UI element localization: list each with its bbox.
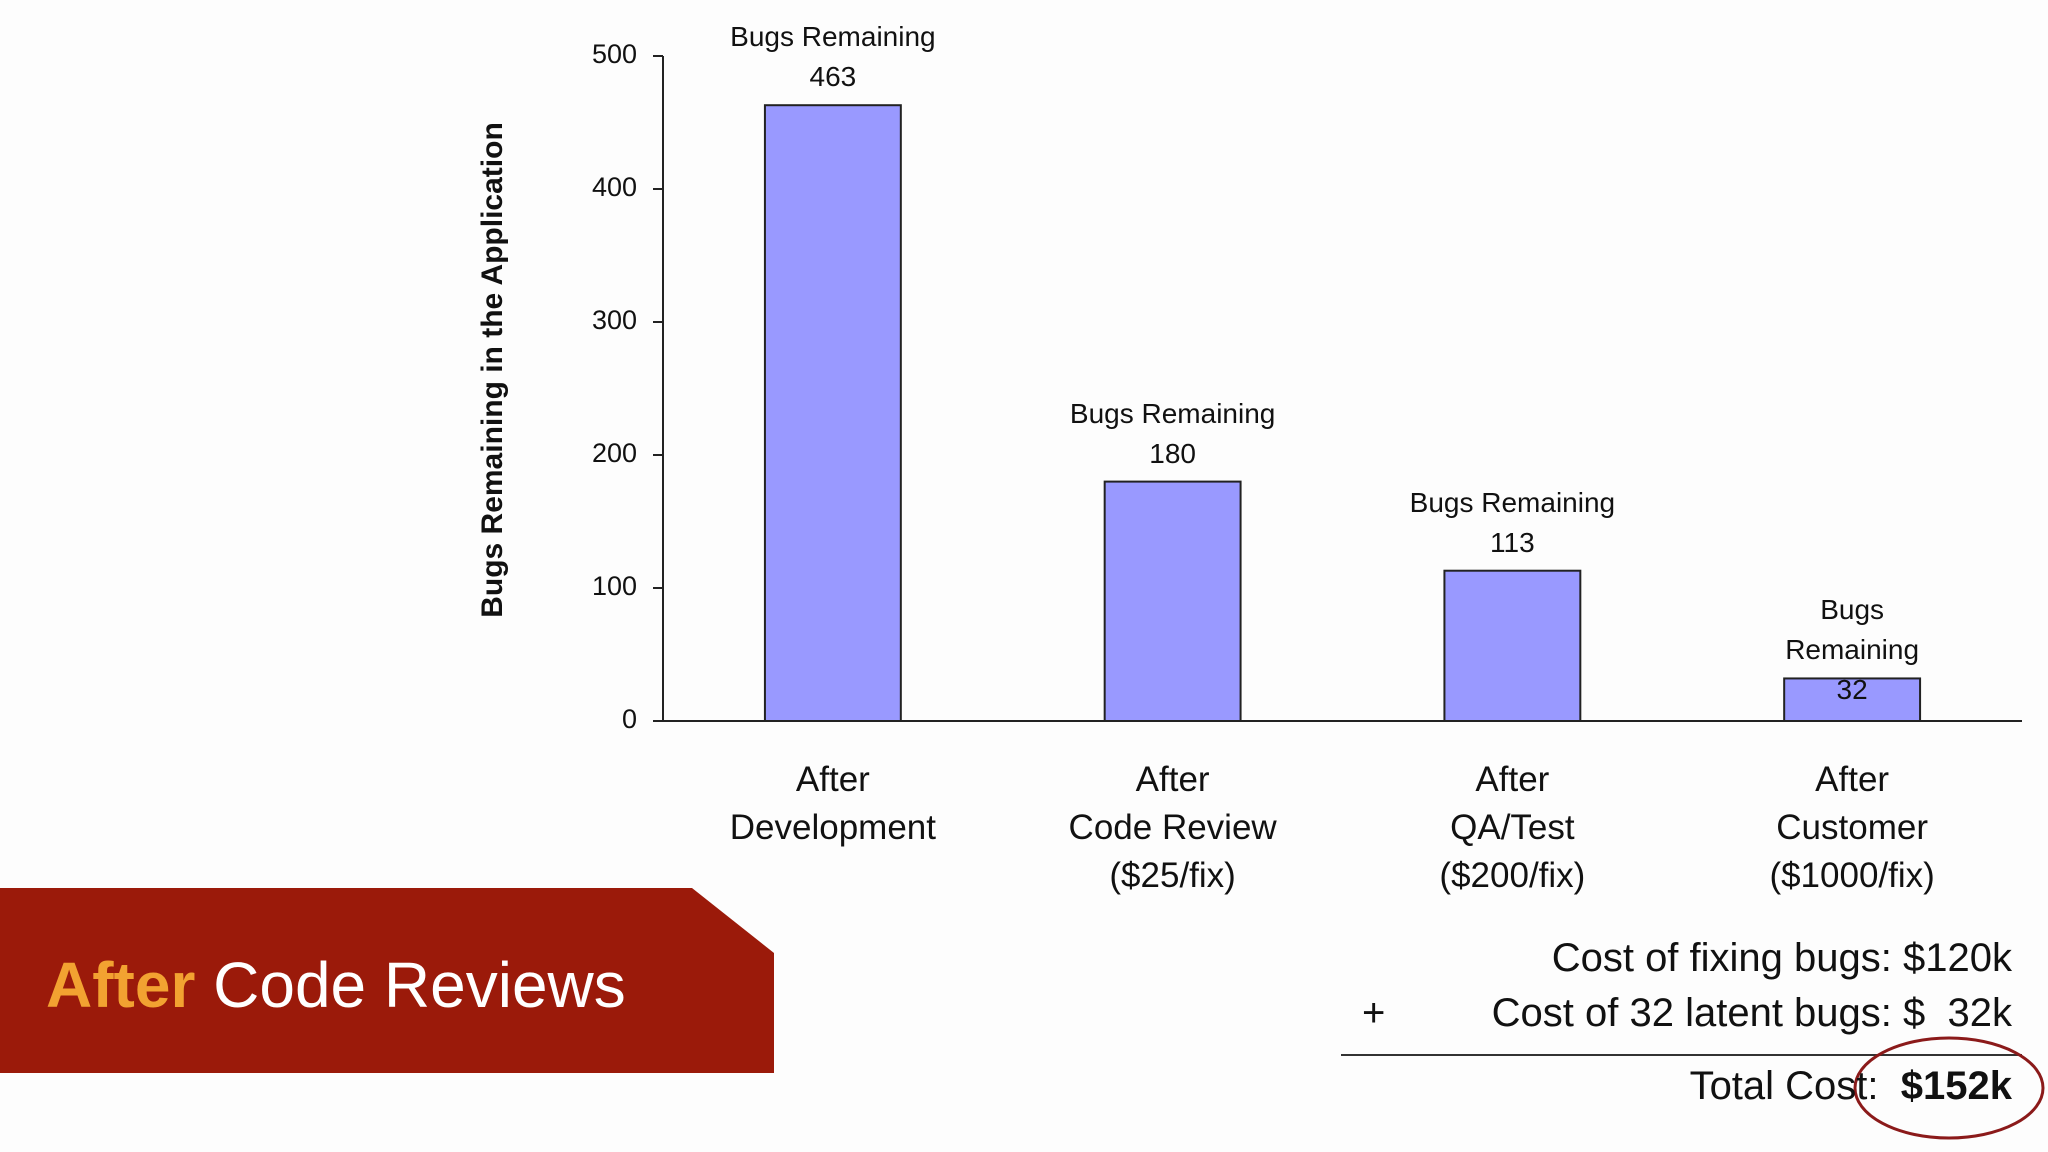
banner: After Code Reviews <box>46 948 626 1022</box>
x-tick-label: After QA/Test ($200/fix) <box>1439 760 1586 895</box>
bar <box>1443 569 1582 723</box>
y-tick-label: 400 <box>592 172 637 202</box>
cost-line: Cost of 32 latent bugs: $ 32k <box>1492 991 2012 1036</box>
y-tick-label: 300 <box>592 305 637 335</box>
cost-label: Cost of 32 latent bugs: <box>1491 991 1892 1035</box>
x-tick-label: After Code Review ($25/fix) <box>1068 760 1277 895</box>
x-tick-label: After Customer ($1000/fix) <box>1769 760 1935 895</box>
value-label: Bugs Remaining 32 <box>1785 594 1920 706</box>
total-circle <box>1853 1036 2045 1140</box>
y-tick-label: 200 <box>592 438 637 468</box>
y-axis-label: Bugs Remaining in the Application <box>476 122 509 618</box>
cost-amount: $120k <box>1903 936 2012 980</box>
bar <box>1783 677 1922 723</box>
total-amount: $152k <box>1900 1064 2012 1108</box>
bar <box>763 104 902 722</box>
plus-sign: + <box>1362 991 1386 1035</box>
value-label: Bugs Remaining 463 <box>730 21 936 93</box>
banner-title: Code Reviews <box>213 949 626 1021</box>
banner-highlight: After <box>46 949 196 1021</box>
value-label: Bugs Remaining 113 <box>1409 486 1616 558</box>
y-tick-label: 0 <box>622 704 637 734</box>
total-line: Total Cost: $152k <box>1690 1064 2012 1109</box>
cost-label: Cost of fixing bugs: <box>1551 936 1892 980</box>
cost-line: Cost of fixing bugs: $120k <box>1552 936 2012 981</box>
total-label: Total Cost: <box>1689 1064 1879 1108</box>
bar <box>1103 480 1242 722</box>
y-tick-label: 100 <box>592 571 637 601</box>
banner-shape <box>0 888 774 1073</box>
cost-amount: $ 32k <box>1903 991 2012 1035</box>
value-label: Bugs Remaining 180 <box>1069 397 1276 469</box>
y-tick-label: 500 <box>592 39 637 69</box>
x-tick-label: After Development <box>729 760 936 847</box>
